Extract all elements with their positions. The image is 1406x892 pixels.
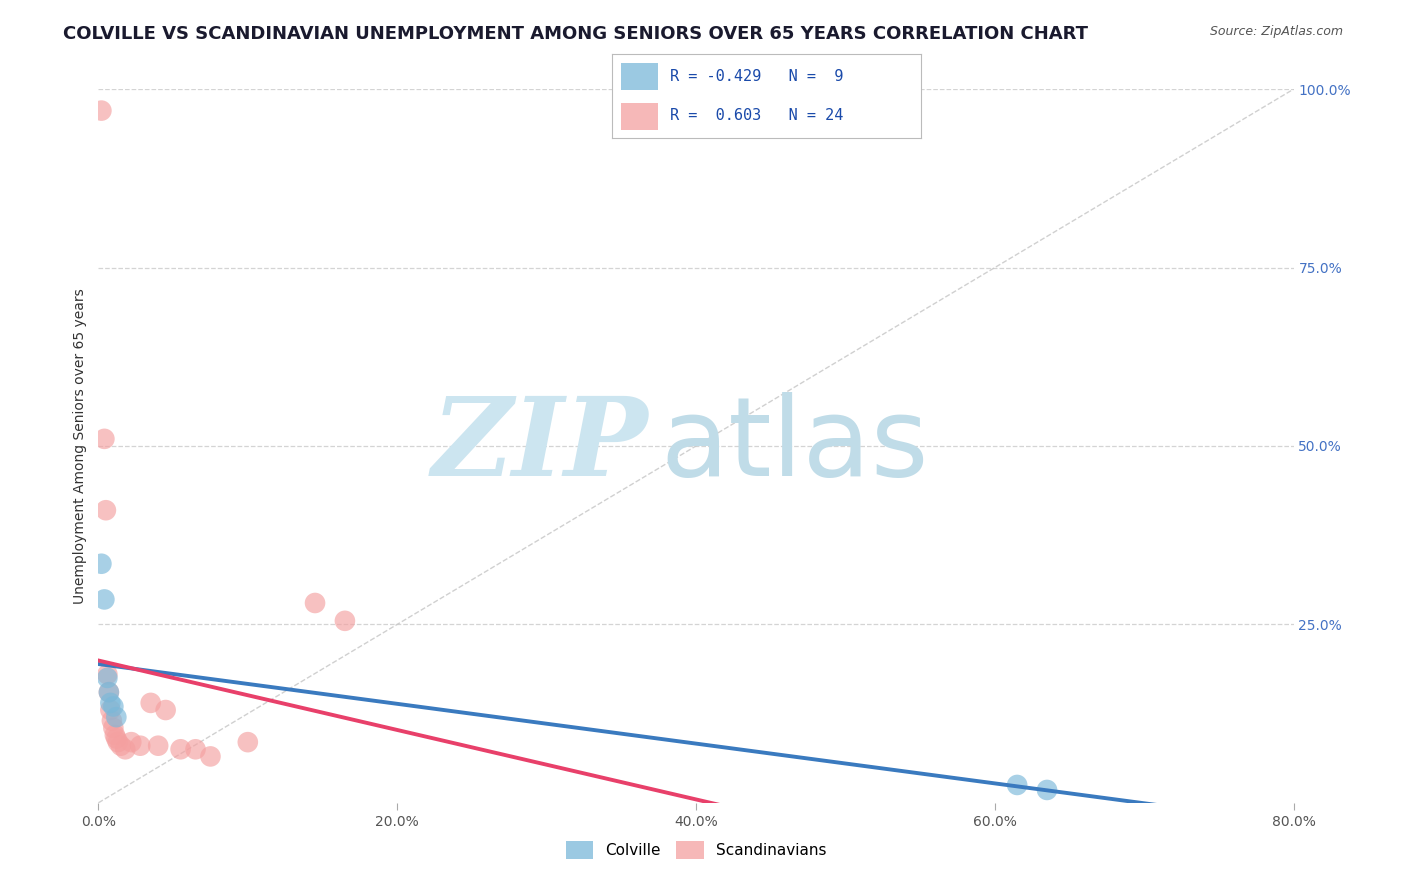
Point [90,103,112,118]
Point [114,742,136,756]
Point [1036,783,1059,797]
Point [148,739,170,753]
Point [155,703,177,717]
Text: R =  0.603   N = 24: R = 0.603 N = 24 [671,108,844,123]
Point [97,685,120,699]
Point [169,742,191,756]
Point [97,685,120,699]
Point [105,710,128,724]
Point [107,735,129,749]
Point [96,671,118,685]
Point [333,614,356,628]
Point [93,592,115,607]
Point [104,728,127,742]
Point [110,739,132,753]
Text: R = -0.429   N =  9: R = -0.429 N = 9 [671,69,844,84]
Point [103,699,125,714]
Point [98,696,122,710]
Point [96,667,118,681]
Point [103,721,125,735]
Point [236,735,259,749]
Y-axis label: Unemployment Among Seniors over 65 years: Unemployment Among Seniors over 65 years [73,288,87,604]
Text: ZIP: ZIP [432,392,648,500]
Point [184,742,207,756]
Text: Source: ZipAtlas.com: Source: ZipAtlas.com [1209,25,1343,38]
Point [101,714,124,728]
Legend: Colville, Scandinavians: Colville, Scandinavians [565,841,827,859]
Point [105,731,128,746]
Bar [621,103,658,130]
Point [90,557,112,571]
Point [94,503,117,517]
Point [304,596,326,610]
Point [98,703,122,717]
Point [1005,778,1028,792]
Point [139,696,162,710]
Point [129,739,152,753]
Text: atlas: atlas [661,392,928,500]
Text: COLVILLE VS SCANDINAVIAN UNEMPLOYMENT AMONG SENIORS OVER 65 YEARS CORRELATION CH: COLVILLE VS SCANDINAVIAN UNEMPLOYMENT AM… [63,25,1088,43]
Point [93,432,115,446]
Point [120,735,142,749]
Bar [621,62,658,90]
Point [200,749,222,764]
